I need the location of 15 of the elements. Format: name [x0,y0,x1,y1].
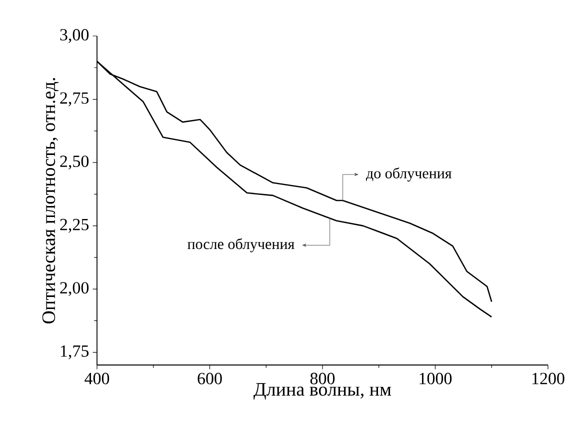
y-axis-title: Оптическая плотность, отн.ед. [42,78,59,324]
y-tick-label: 2,25 [60,218,89,233]
y-tick-label: 1,75 [60,345,89,360]
series-label: до облучения [366,168,452,182]
x-tick-label: 800 [310,372,335,384]
x-tick-label: 600 [198,372,222,384]
x-tick-label: 1000 [420,372,452,384]
y-tick-label: 2,50 [60,156,89,170]
y-tick-label: 2,75 [60,92,89,106]
x-axis-title: Длина волны, нм [254,383,392,400]
y-tick-label: 2,00 [60,282,89,296]
x-tick-label: 400 [84,372,110,384]
y-tick-label: 3,00 [60,29,89,43]
x-tick-label: 1200 [532,372,564,384]
text: после облучения [188,238,294,252]
